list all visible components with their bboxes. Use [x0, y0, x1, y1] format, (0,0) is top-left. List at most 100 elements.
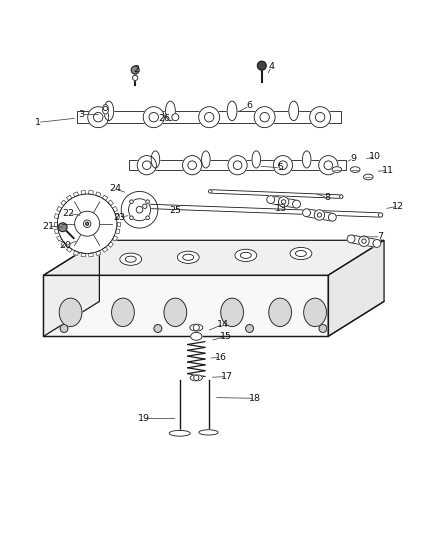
Circle shape: [260, 112, 269, 122]
Ellipse shape: [166, 101, 175, 120]
Circle shape: [121, 191, 158, 228]
Polygon shape: [113, 206, 117, 212]
Ellipse shape: [289, 101, 299, 120]
Text: 25: 25: [170, 206, 181, 215]
Polygon shape: [61, 242, 66, 247]
Polygon shape: [102, 195, 108, 200]
Circle shape: [103, 106, 108, 111]
Circle shape: [228, 156, 247, 175]
Text: 22: 22: [62, 209, 74, 218]
Polygon shape: [43, 240, 384, 275]
Circle shape: [58, 223, 67, 231]
Polygon shape: [270, 196, 297, 208]
Ellipse shape: [290, 247, 312, 260]
Text: 4: 4: [268, 62, 274, 71]
Circle shape: [293, 200, 300, 208]
Circle shape: [137, 156, 156, 175]
Circle shape: [246, 325, 254, 333]
Text: 11: 11: [382, 166, 394, 175]
Circle shape: [319, 325, 327, 333]
Circle shape: [373, 239, 381, 247]
Polygon shape: [102, 247, 108, 252]
Circle shape: [131, 66, 139, 74]
Polygon shape: [113, 236, 117, 241]
Text: 10: 10: [369, 152, 381, 161]
Polygon shape: [108, 200, 113, 206]
Ellipse shape: [177, 251, 199, 263]
Polygon shape: [130, 160, 346, 171]
Circle shape: [319, 156, 338, 175]
Text: 3: 3: [78, 110, 85, 119]
Circle shape: [199, 107, 219, 128]
Polygon shape: [54, 214, 59, 219]
Text: 1: 1: [35, 118, 41, 127]
Polygon shape: [43, 240, 99, 336]
Circle shape: [267, 196, 275, 204]
Polygon shape: [145, 204, 381, 217]
Text: 7: 7: [378, 232, 384, 241]
Ellipse shape: [190, 324, 203, 331]
Ellipse shape: [302, 151, 311, 168]
Ellipse shape: [221, 298, 244, 327]
Text: 6: 6: [247, 101, 253, 110]
Ellipse shape: [102, 104, 109, 114]
Polygon shape: [54, 222, 57, 226]
Circle shape: [279, 197, 289, 207]
Circle shape: [128, 199, 151, 221]
Circle shape: [208, 190, 212, 193]
Polygon shape: [88, 253, 93, 257]
Polygon shape: [67, 247, 72, 252]
Ellipse shape: [133, 75, 138, 80]
Polygon shape: [210, 190, 341, 198]
Circle shape: [314, 210, 325, 220]
Circle shape: [143, 204, 147, 208]
Circle shape: [130, 216, 133, 220]
Circle shape: [83, 220, 91, 228]
Circle shape: [136, 206, 143, 213]
Polygon shape: [61, 200, 66, 206]
Ellipse shape: [304, 298, 326, 327]
Ellipse shape: [235, 249, 257, 262]
Ellipse shape: [169, 431, 190, 436]
Circle shape: [86, 222, 88, 225]
Circle shape: [279, 161, 287, 169]
Polygon shape: [57, 206, 62, 212]
Circle shape: [317, 213, 321, 217]
Text: 13: 13: [275, 204, 287, 213]
Polygon shape: [350, 235, 378, 247]
Polygon shape: [77, 111, 341, 123]
Ellipse shape: [190, 375, 202, 381]
Circle shape: [205, 112, 214, 122]
Text: 2: 2: [133, 64, 139, 74]
Circle shape: [88, 107, 109, 128]
Text: 17: 17: [221, 372, 233, 381]
Circle shape: [194, 375, 199, 381]
Circle shape: [258, 61, 266, 70]
Ellipse shape: [120, 253, 141, 265]
Circle shape: [324, 161, 332, 169]
Circle shape: [143, 107, 164, 128]
Ellipse shape: [125, 256, 136, 262]
Polygon shape: [73, 192, 78, 197]
Text: 19: 19: [138, 414, 150, 423]
Text: 23: 23: [113, 213, 126, 222]
Polygon shape: [95, 192, 101, 197]
Circle shape: [146, 216, 149, 220]
Text: 24: 24: [109, 184, 121, 193]
Circle shape: [146, 200, 149, 204]
Ellipse shape: [252, 151, 261, 168]
Circle shape: [310, 107, 331, 128]
Circle shape: [149, 112, 159, 122]
Ellipse shape: [350, 167, 360, 172]
Polygon shape: [328, 240, 384, 336]
Circle shape: [193, 325, 199, 330]
Ellipse shape: [104, 101, 114, 120]
Text: 21: 21: [42, 222, 54, 231]
Ellipse shape: [296, 251, 307, 256]
Ellipse shape: [240, 252, 251, 259]
Circle shape: [172, 114, 179, 120]
Text: 20: 20: [59, 241, 71, 250]
Ellipse shape: [59, 298, 82, 327]
Circle shape: [142, 161, 151, 169]
Circle shape: [282, 200, 286, 204]
